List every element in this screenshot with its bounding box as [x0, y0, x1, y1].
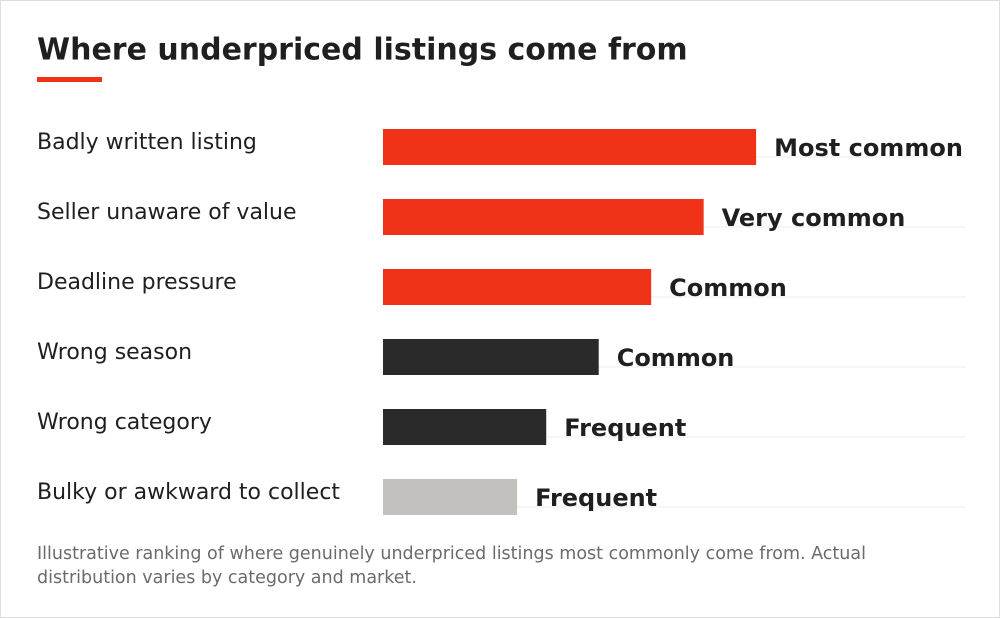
- chart-title: Where underpriced listings come from: [37, 33, 688, 68]
- category-label: Wrong category: [37, 410, 212, 435]
- value-label: Common: [669, 274, 787, 302]
- category-label: Deadline pressure: [37, 270, 237, 295]
- bar: [383, 269, 652, 305]
- value-label: Frequent: [535, 484, 657, 512]
- bar: [383, 409, 547, 445]
- bar: [383, 479, 518, 515]
- value-label: Very common: [722, 204, 906, 232]
- title-accent: [37, 77, 102, 82]
- category-label: Seller unaware of value: [37, 200, 297, 225]
- category-label: Wrong season: [37, 340, 192, 365]
- category-label: Bulky or awkward to collect: [37, 480, 340, 505]
- category-label: Badly written listing: [37, 130, 257, 155]
- value-label: Frequent: [564, 414, 686, 442]
- footnote: Illustrative ranking of where genuinely …: [37, 544, 866, 588]
- bar: [383, 199, 704, 235]
- value-label: Common: [617, 344, 735, 372]
- value-label: Most common: [774, 134, 963, 162]
- bar: [383, 129, 757, 165]
- bar: [383, 339, 599, 375]
